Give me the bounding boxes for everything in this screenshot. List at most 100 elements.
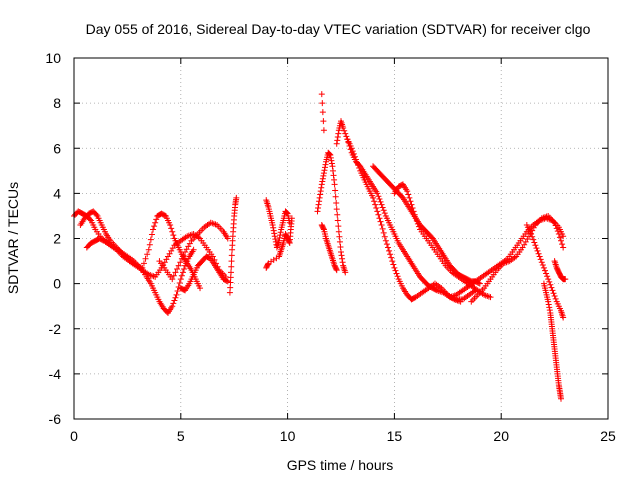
data-point (376, 215, 383, 222)
data-point (335, 130, 342, 137)
data-point (535, 250, 542, 257)
data-point (181, 265, 188, 272)
data-point (319, 109, 326, 116)
data-point (190, 246, 197, 253)
data-point (379, 225, 386, 232)
series-arc-5 (177, 253, 231, 294)
data-point (531, 239, 538, 246)
data-point (536, 253, 543, 260)
data-point (150, 226, 157, 233)
data-point (168, 225, 175, 232)
data-point (172, 269, 179, 276)
data-point (387, 251, 394, 258)
data-point (549, 287, 556, 294)
data-point (167, 221, 174, 228)
data-point (380, 207, 387, 214)
data-point (410, 208, 417, 215)
data-point (389, 258, 396, 265)
data-point (551, 293, 558, 300)
data-point (392, 267, 399, 274)
data-point (148, 231, 155, 238)
y-tick-label: -2 (49, 321, 62, 337)
data-point (545, 276, 552, 283)
data-point (272, 236, 279, 243)
data-point (144, 251, 151, 258)
data-point (173, 291, 180, 298)
data-point (151, 223, 158, 230)
data-point (560, 244, 567, 251)
data-point (316, 198, 323, 205)
series-arc-2 (77, 208, 204, 292)
data-point (558, 237, 565, 244)
data-point (371, 198, 378, 205)
data-point (339, 255, 346, 262)
data-point (552, 222, 559, 229)
data-point (169, 228, 176, 235)
x-tick-label: 10 (280, 428, 296, 444)
data-point (87, 216, 94, 223)
data-point (382, 237, 389, 244)
data-point (352, 156, 359, 163)
data-point (383, 241, 390, 248)
data-point (550, 290, 557, 297)
data-point (227, 284, 234, 291)
data-point (228, 252, 235, 259)
data-point (412, 215, 419, 222)
series-arc-6 (226, 194, 240, 296)
data-point (386, 247, 393, 254)
data-point (375, 193, 382, 200)
data-point (170, 232, 177, 239)
data-point (555, 230, 562, 237)
data-point (393, 270, 400, 277)
points-layer (71, 91, 569, 402)
data-point (409, 205, 416, 212)
data-point (384, 244, 391, 251)
data-point (373, 205, 380, 212)
data-point (270, 224, 277, 231)
y-tick-label: 0 (53, 276, 61, 292)
data-point (351, 153, 358, 160)
data-point (175, 262, 182, 269)
series-arc-13 (344, 136, 464, 305)
x-tick-label: 5 (177, 428, 185, 444)
data-point (145, 246, 152, 253)
data-point (375, 211, 382, 218)
data-point (314, 208, 321, 215)
data-point (320, 225, 327, 232)
data-point (407, 198, 414, 205)
data-point (334, 133, 341, 140)
data-point (288, 215, 295, 222)
data-point (227, 279, 234, 286)
data-point (224, 278, 231, 285)
data-point (349, 148, 356, 155)
data-point (170, 300, 177, 307)
data-point (413, 218, 420, 225)
series-arc-11 (318, 91, 327, 134)
data-point (197, 285, 204, 292)
data-point (530, 236, 537, 243)
data-point (140, 260, 147, 267)
data-point (476, 280, 483, 287)
data-point (330, 172, 337, 179)
data-point (318, 184, 325, 191)
data-point (331, 176, 338, 183)
data-point (333, 265, 340, 272)
data-point (380, 229, 387, 236)
data-point (329, 163, 336, 170)
data-point (333, 267, 340, 274)
data-point (318, 181, 325, 188)
data-point (335, 223, 342, 230)
data-point (319, 175, 326, 182)
data-point (532, 242, 539, 249)
x-axis-label: GPS time / hours (287, 457, 394, 473)
data-point (327, 152, 334, 159)
data-point (545, 301, 552, 308)
data-point (171, 297, 178, 304)
data-point (226, 289, 233, 296)
data-point (179, 269, 186, 276)
x-tick-label: 20 (493, 428, 509, 444)
plot-frame (73, 57, 609, 420)
data-point (548, 284, 555, 291)
y-axis-label: SDTVAR / TECUs (5, 182, 21, 294)
data-point (318, 91, 325, 98)
